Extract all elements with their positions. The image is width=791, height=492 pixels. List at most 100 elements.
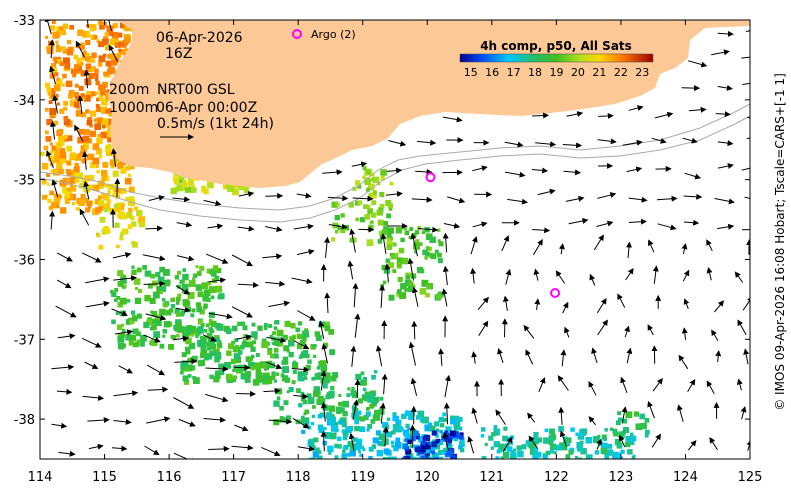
sst-pixel: [357, 410, 362, 415]
sst-pixel: [354, 425, 360, 432]
sst-pixel: [197, 291, 204, 298]
y-tick-label: -36: [14, 253, 35, 268]
sst-pixel: [459, 435, 464, 440]
sst-pixel: [131, 240, 136, 245]
sst-pixel: [67, 49, 73, 56]
current-vector: [56, 279, 72, 289]
colorbar-tick-label: 16: [485, 66, 499, 79]
sst-pixel: [75, 207, 80, 211]
current-vector: [237, 282, 259, 289]
sst-pixel: [208, 341, 214, 346]
current-vector: [501, 235, 510, 252]
sst-pixel: [622, 418, 628, 424]
date-label: 06-Apr-2026: [156, 30, 243, 46]
current-vector: [293, 340, 310, 350]
sst-pixel: [512, 448, 516, 452]
current-vector: [711, 329, 719, 341]
sst-pixel: [105, 205, 111, 210]
sst-pixel: [264, 367, 268, 371]
sst-pixel: [382, 280, 387, 285]
sst-pixel: [87, 153, 95, 161]
sst-pixel: [301, 429, 306, 434]
current-vector: [49, 65, 56, 85]
current-vector: [176, 255, 195, 262]
sst-pixel: [64, 199, 70, 204]
current-vector: [85, 300, 110, 308]
sst-pixel: [94, 198, 101, 205]
sst-pixel: [376, 209, 383, 216]
sst-pixel: [395, 227, 403, 234]
current-vector: [82, 150, 88, 170]
sst-pixel: [206, 281, 212, 286]
sst-pixel: [575, 432, 579, 436]
current-vector: [741, 167, 750, 171]
sst-pixel: [270, 375, 276, 381]
sst-pixel: [450, 430, 456, 437]
argo-floats: [425, 172, 561, 298]
sst-pixel: [396, 257, 404, 264]
sst-pixel: [279, 416, 284, 420]
sst-pixel: [407, 427, 411, 431]
sst-pixel: [74, 153, 82, 161]
sst-pixel: [297, 321, 303, 326]
current-vector: [143, 280, 166, 287]
current-vector: [533, 268, 540, 281]
sst-pixel: [307, 397, 315, 405]
sst-pixel: [76, 172, 83, 179]
sst-pixel: [187, 374, 192, 378]
sst-pixel: [125, 334, 132, 341]
sst-pixel: [354, 419, 360, 425]
current-vector: [687, 60, 708, 68]
current-vector: [593, 234, 604, 251]
sst-pixel: [120, 277, 127, 284]
sst-pixel: [328, 390, 335, 397]
sst-pixel: [50, 169, 54, 173]
sst-pixel: [54, 120, 59, 125]
sst-pixel: [273, 347, 279, 353]
current-vector: [208, 312, 233, 320]
sst-pixel: [121, 42, 127, 48]
sst-pixel: [147, 283, 153, 289]
sst-pixel: [134, 297, 142, 304]
sst-pixel: [343, 430, 348, 435]
sst-pixel: [116, 296, 121, 300]
sst-pixel: [426, 445, 431, 450]
sst-pixel: [273, 353, 279, 359]
sst-pixel: [341, 422, 347, 428]
sst-pixel: [544, 428, 549, 433]
current-vector: [265, 226, 283, 233]
sst-pixel: [503, 426, 508, 431]
current-vector: [682, 137, 698, 144]
sst-pixel: [214, 275, 219, 281]
sst-pixel: [93, 118, 98, 123]
sst-pixel: [329, 349, 336, 356]
sst-pixel: [66, 146, 73, 152]
sst-pixel: [388, 456, 394, 459]
current-vector: [142, 254, 166, 262]
sst-pixel: [429, 236, 436, 243]
current-vector: [205, 253, 229, 264]
sst-pixel: [96, 106, 102, 113]
sst-pixel: [453, 437, 458, 442]
current-vector: [717, 223, 735, 230]
sst-pixel: [391, 430, 396, 435]
sst-pixel: [175, 312, 181, 317]
sst-pixel: [174, 179, 179, 185]
sst-pixel: [625, 411, 633, 419]
sst-pixel: [559, 442, 566, 450]
sst-pixel: [347, 387, 351, 391]
sst-pixel: [95, 80, 100, 86]
sst-pixel: [89, 130, 97, 138]
sst-pixel: [106, 199, 111, 204]
current-vector: [328, 223, 348, 230]
sst-pixel: [54, 72, 59, 77]
sst-pixel: [113, 203, 119, 209]
sst-pixel: [370, 392, 376, 398]
sst-pixel: [162, 298, 166, 302]
current-vector: [502, 436, 513, 452]
sst-pixel: [111, 59, 118, 66]
sst-pixel: [107, 136, 114, 143]
current-vector: [688, 440, 697, 451]
sst-pixel: [548, 439, 554, 445]
sst-pixel: [282, 366, 289, 373]
